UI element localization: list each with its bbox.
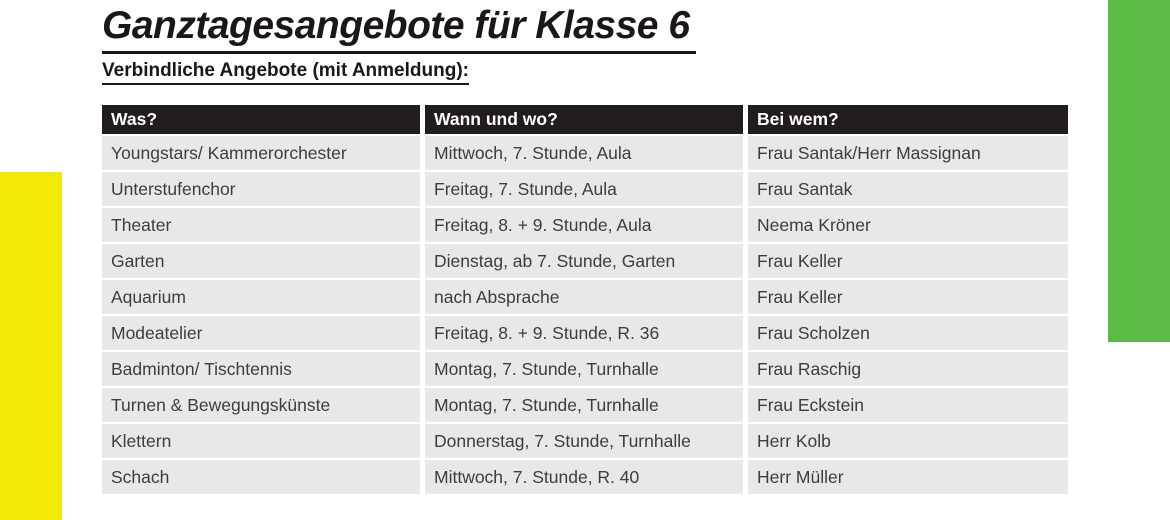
table-cell: Garten [102, 244, 420, 278]
table-header-wann-wo: Wann und wo? [425, 105, 743, 134]
table-cell: Youngstars/ Kammerorchester [102, 136, 420, 170]
table-cell: nach Absprache [425, 280, 743, 314]
table-cell: Theater [102, 208, 420, 242]
table-cell: Aquarium [102, 280, 420, 314]
table-cell: Frau Raschig [748, 352, 1068, 386]
table-cell: Mittwoch, 7. Stunde, Aula [425, 136, 743, 170]
table-cell: Donnerstag, 7. Stunde, Turnhalle [425, 424, 743, 458]
table-cell: Frau Keller [748, 244, 1068, 278]
page-title: Ganztagesangebote für Klasse 6 [102, 4, 696, 54]
table-cell: Frau Keller [748, 280, 1068, 314]
table-cell: Frau Santak/Herr Massignan [748, 136, 1068, 170]
table-cell: Montag, 7. Stunde, Turnhalle [425, 388, 743, 422]
right-accent-bar [1108, 0, 1170, 342]
table-cell: Modeatelier [102, 316, 420, 350]
table-cell: Dienstag, ab 7. Stunde, Garten [425, 244, 743, 278]
offers-table: Was? Wann und wo? Bei wem? Youngstars/ K… [102, 105, 1068, 494]
table-cell: Freitag, 8. + 9. Stunde, Aula [425, 208, 743, 242]
table-cell: Freitag, 8. + 9. Stunde, R. 36 [425, 316, 743, 350]
table-cell: Neema Kröner [748, 208, 1068, 242]
table-cell: Klettern [102, 424, 420, 458]
left-accent-bar [0, 172, 62, 520]
table-cell: Frau Eckstein [748, 388, 1068, 422]
table-header-was: Was? [102, 105, 420, 134]
table-cell: Frau Santak [748, 172, 1068, 206]
table-cell: Herr Müller [748, 460, 1068, 494]
table-cell: Frau Scholzen [748, 316, 1068, 350]
table-cell: Freitag, 7. Stunde, Aula [425, 172, 743, 206]
table-header-bei-wem: Bei wem? [748, 105, 1068, 134]
table-cell: Montag, 7. Stunde, Turnhalle [425, 352, 743, 386]
table-cell: Badminton/ Tischtennis [102, 352, 420, 386]
table-cell: Schach [102, 460, 420, 494]
section-subtitle: Verbindliche Angebote (mit Anmeldung): [102, 60, 469, 85]
table-cell: Unterstufenchor [102, 172, 420, 206]
table-cell: Turnen & Bewegungskünste [102, 388, 420, 422]
table-cell: Herr Kolb [748, 424, 1068, 458]
table-cell: Mittwoch, 7. Stunde, R. 40 [425, 460, 743, 494]
